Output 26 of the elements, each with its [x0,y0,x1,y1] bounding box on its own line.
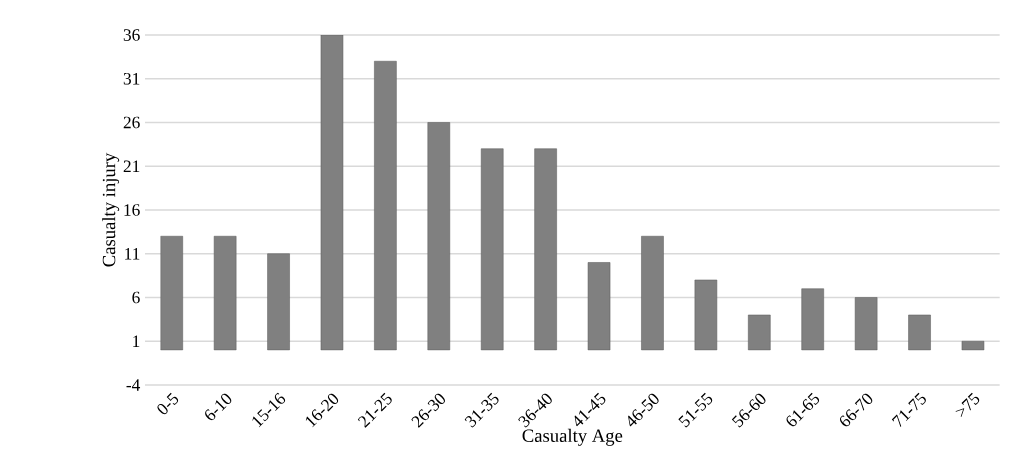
y-tick-label: 16 [124,204,140,216]
bar [427,122,451,351]
y-tick-label: 1 [133,335,140,347]
bar [641,235,664,351]
x-tick-label: >75 [955,392,980,418]
bar [801,288,824,351]
bar [320,34,344,351]
y-tick-label: 6 [132,291,140,304]
y-tick-label: -4 [126,379,141,391]
x-tick-label: 6-10 [205,393,232,421]
bar [534,148,557,351]
y-axis-title: Casualty injury [102,152,120,267]
x-axis-title: Casualty Age [522,428,623,446]
bar [213,235,237,351]
bar [748,314,771,351]
y-tick-label: 21 [123,160,140,172]
bar [908,314,931,351]
y-tick-label: 26 [123,116,140,129]
bar [480,148,504,351]
y-tick-label: 11 [125,248,140,260]
y-tick-label: 36 [123,29,140,41]
y-tick-label: 31 [123,72,140,85]
bar [160,235,183,351]
bar [267,253,290,351]
x-tick-label: 0-5 [157,392,179,415]
bar [374,60,397,351]
